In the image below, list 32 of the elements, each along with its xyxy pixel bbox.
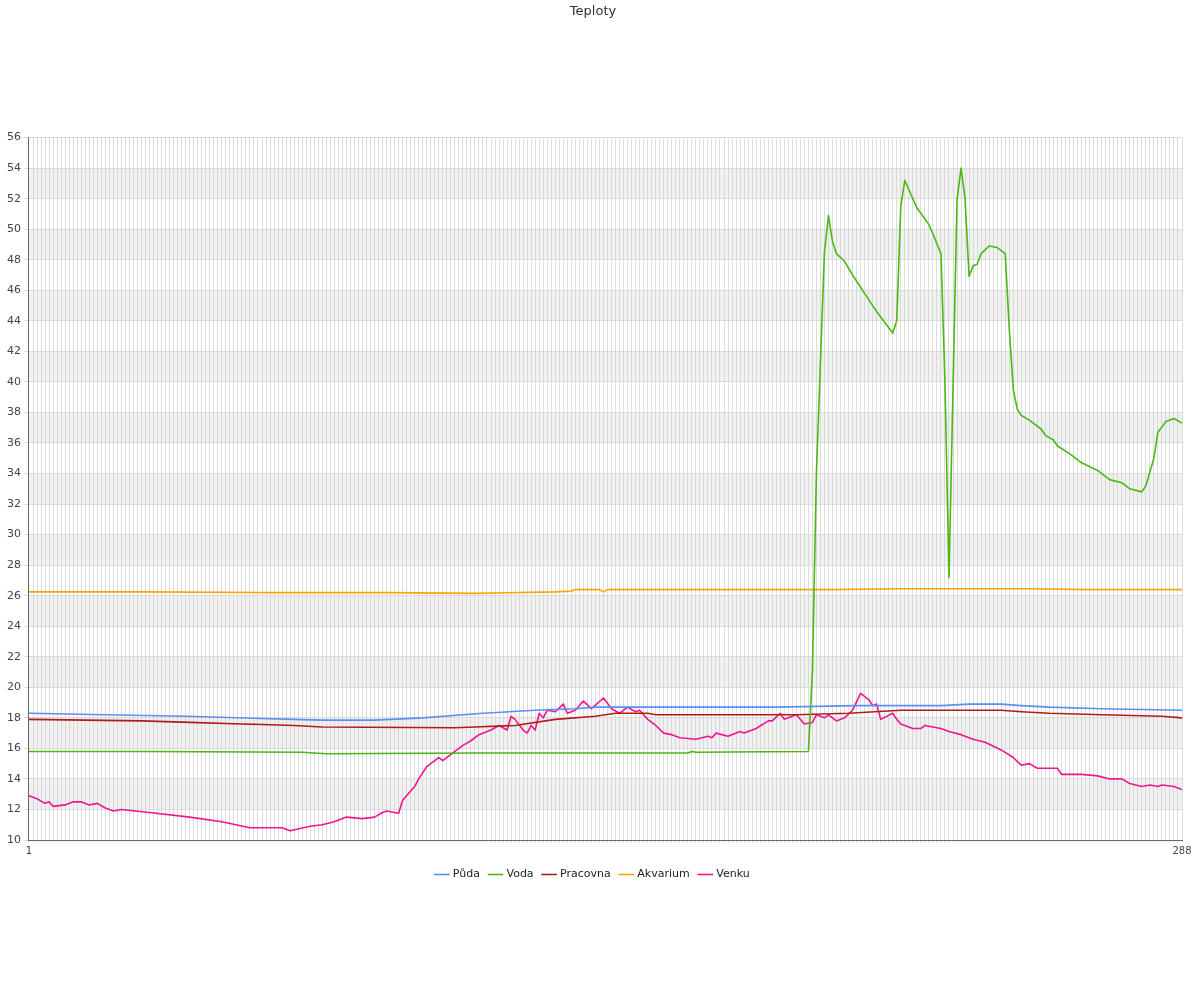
y-tick-label: 12 xyxy=(7,802,21,816)
legend-label: Pracovna xyxy=(560,867,611,881)
y-tick-label: 16 xyxy=(7,741,21,755)
y-tick-label: 38 xyxy=(7,405,21,419)
y-tick-label: 40 xyxy=(7,374,21,388)
y-tick-label: 30 xyxy=(7,527,21,541)
y-tick-label: 26 xyxy=(7,588,21,602)
legend-label: Voda xyxy=(506,867,534,881)
y-tick-label: 52 xyxy=(7,191,21,205)
y-tick-label: 18 xyxy=(7,710,21,724)
y-tick-label: 42 xyxy=(7,344,21,358)
y-tick-label: 22 xyxy=(7,649,21,663)
y-tick-label: 10 xyxy=(7,832,21,846)
y-tick-label: 34 xyxy=(7,466,21,480)
y-tick-label: 44 xyxy=(7,313,21,327)
legend-label: Půda xyxy=(452,867,480,881)
y-tick-label: 36 xyxy=(7,435,21,449)
y-tick-label: 50 xyxy=(7,222,21,236)
x-tick-label: 288 xyxy=(1172,844,1192,856)
chart-title: Teploty xyxy=(568,3,617,19)
y-tick-label: 46 xyxy=(7,283,21,297)
legend-label: Venku xyxy=(716,867,750,881)
y-tick-label: 20 xyxy=(7,680,21,694)
y-tick-label: 28 xyxy=(7,558,21,572)
y-tick-label: 14 xyxy=(7,771,21,785)
y-tick-label: 32 xyxy=(7,496,21,510)
x-tick-label: 1 xyxy=(25,844,33,856)
legend-label: Akvarium xyxy=(637,867,690,881)
y-tick-label: 48 xyxy=(7,252,21,266)
y-tick-label: 24 xyxy=(7,619,21,633)
y-tick-label: 56 xyxy=(7,130,21,144)
y-tick-label: 54 xyxy=(7,161,21,174)
